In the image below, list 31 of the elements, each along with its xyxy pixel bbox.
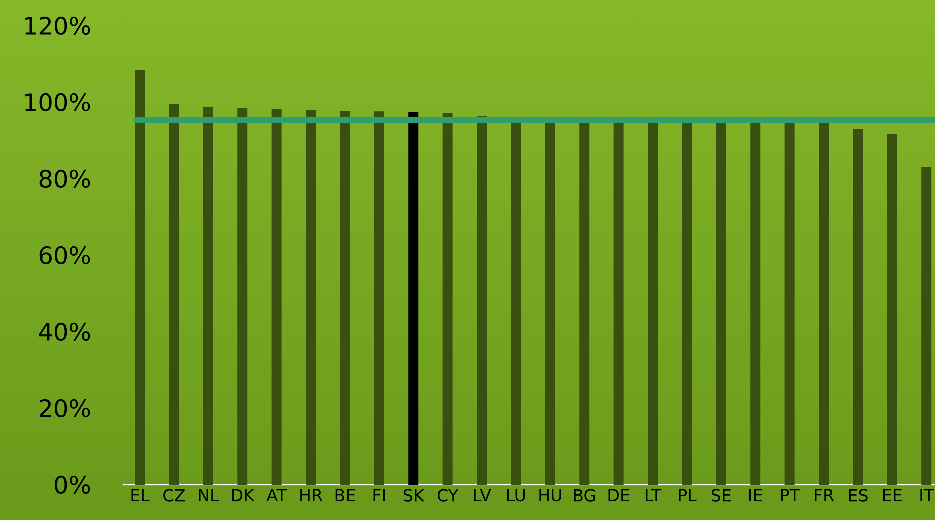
y-tick-label: 100%: [26, 93, 90, 112]
x-tick-label: LU: [508, 489, 526, 502]
y-tick-label: 40%: [39, 322, 90, 342]
y-tick-label: 20%: [40, 399, 90, 418]
x-tick-label: ES: [849, 489, 868, 502]
x-tick-label: CY: [438, 489, 459, 502]
x-tick-label: HU: [540, 489, 562, 502]
x-tick-label: SK: [404, 489, 425, 502]
x-tick-label: NL: [199, 489, 220, 502]
x-tick-label: EL: [132, 489, 150, 502]
x-tick-label: DK: [232, 489, 255, 502]
x-tick-label: BG: [574, 489, 596, 502]
y-tick-label: 80%: [40, 170, 90, 188]
y-tick-label: 60%: [40, 246, 90, 265]
x-tick-label: SE: [712, 489, 731, 502]
x-tick-label: EE: [884, 489, 902, 502]
x-tick-label: HR: [300, 489, 323, 502]
x-tick-label: PT: [781, 489, 800, 502]
x-tick-label: IT: [920, 489, 934, 502]
y-tick-label: 0%: [55, 476, 90, 494]
x-tick-label: IE: [750, 489, 762, 502]
x-tick-label: AT: [266, 489, 288, 502]
x-tick-label: LT: [646, 489, 662, 502]
x-tick-label: PL: [679, 489, 697, 502]
y-tick-label: 120%: [26, 16, 90, 36]
x-tick-label: CZ: [164, 489, 185, 502]
x-tick-label: LV: [474, 489, 492, 502]
x-tick-label: DE: [608, 489, 630, 502]
x-tick-label: FI: [374, 489, 386, 502]
x-tick-label: BE: [336, 489, 356, 502]
x-tick-label: FR: [815, 489, 834, 502]
